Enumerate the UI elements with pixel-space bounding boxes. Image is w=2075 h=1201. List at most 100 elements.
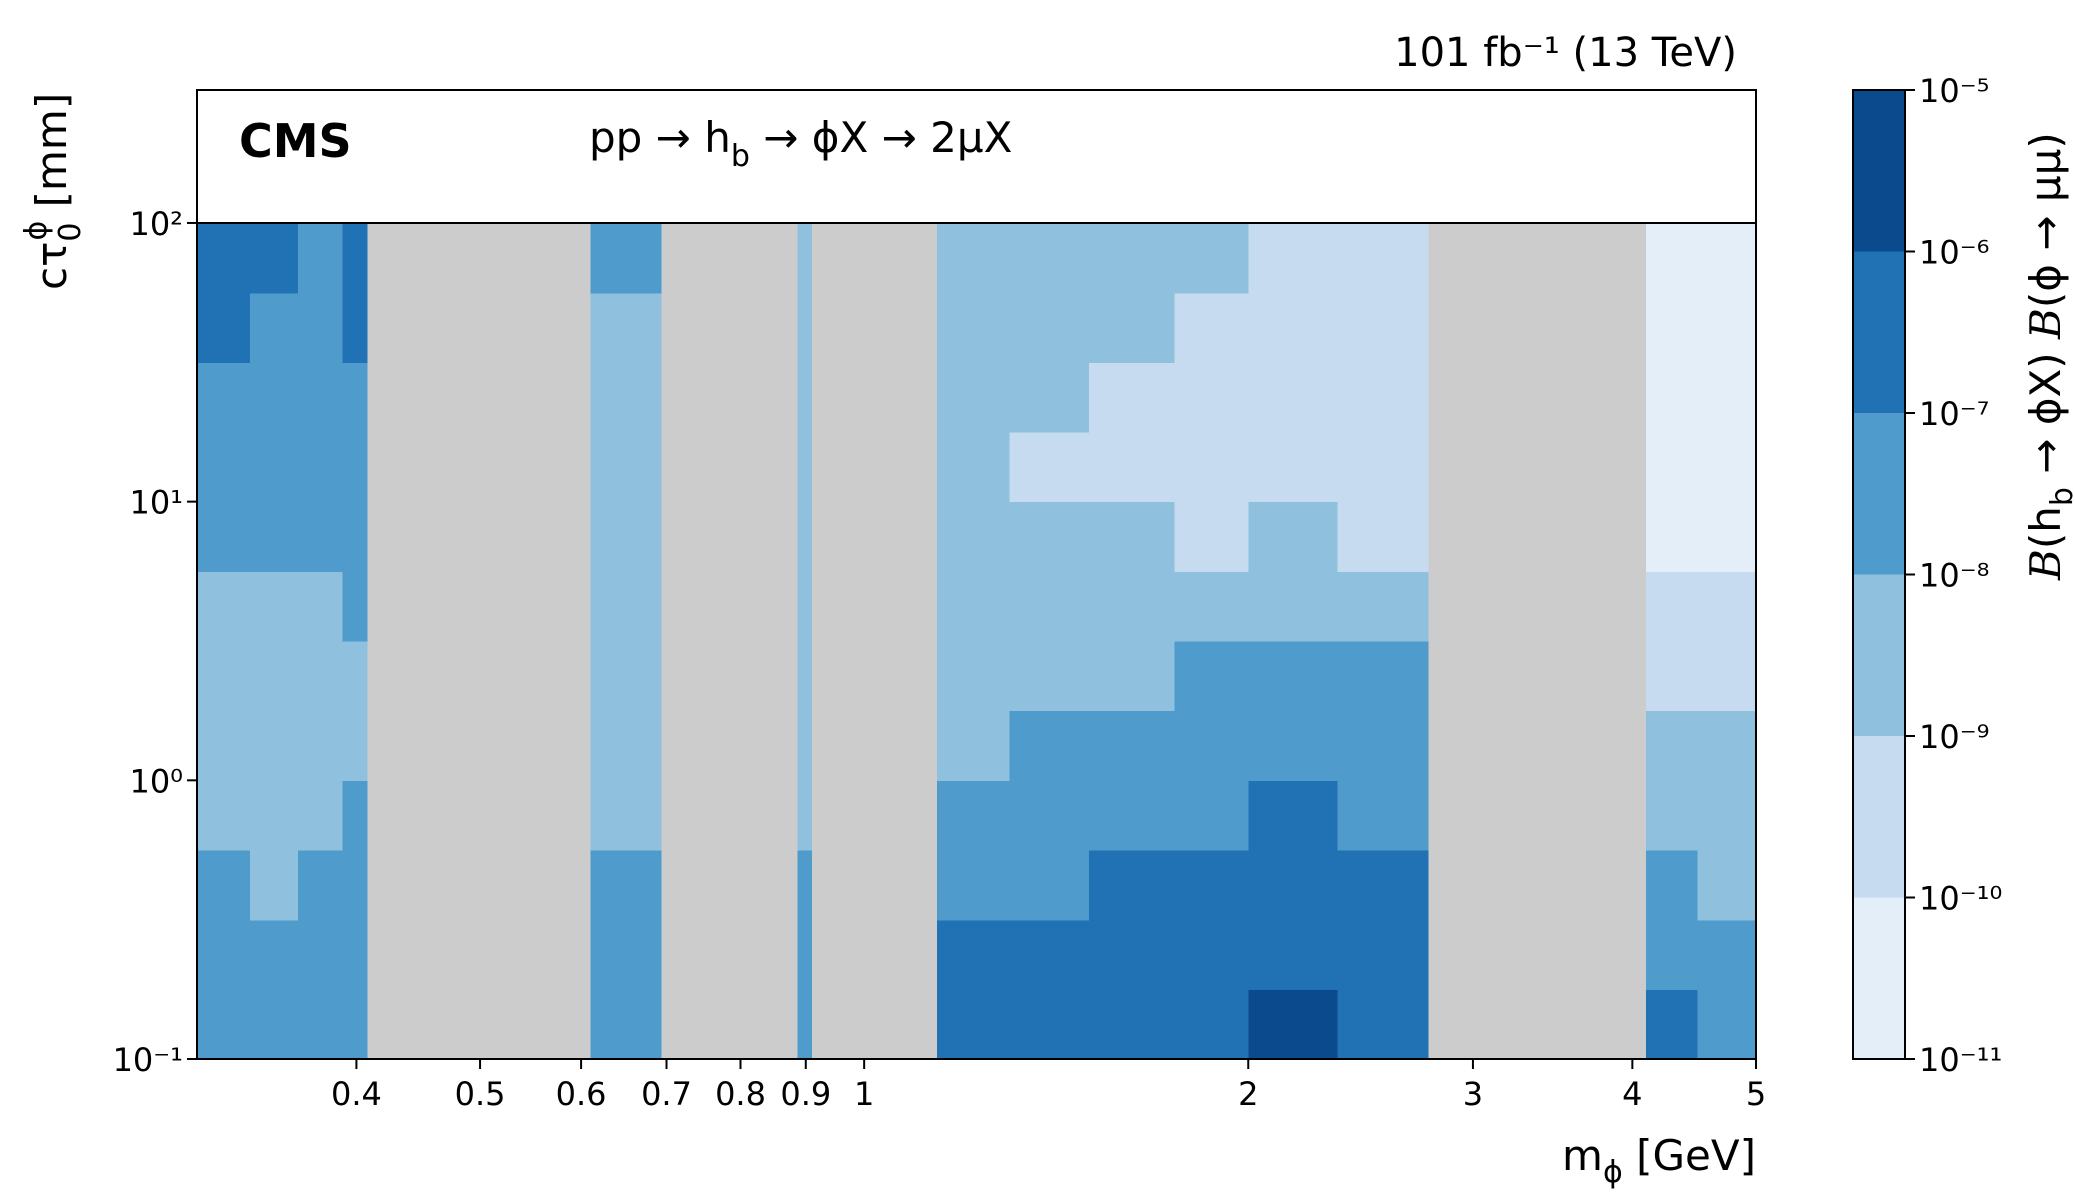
- masked-region: [661, 780, 799, 851]
- contour-cell: [1337, 780, 1430, 851]
- contour-cell: [342, 431, 368, 503]
- contour-cell: [1248, 919, 1339, 990]
- contour-cell: [1248, 222, 1339, 294]
- contour-cell: [625, 501, 663, 572]
- y-axis-label: cτ0ϕ [mm]: [19, 93, 88, 290]
- contour-cell: [1088, 710, 1175, 781]
- contour-cell: [197, 222, 251, 294]
- contour-cell: [1646, 641, 1699, 712]
- masked-region: [811, 222, 938, 294]
- contour-cell: [1174, 919, 1249, 990]
- process-label: pp → hb → ϕX → 2μX: [589, 113, 1012, 174]
- masked-region: [811, 431, 938, 503]
- masked-region: [367, 641, 591, 712]
- contour-cell: [1248, 780, 1339, 851]
- contour-cell: [1009, 919, 1090, 990]
- contour-cell: [1697, 989, 1757, 1060]
- colorbar-tick-label: 10⁻⁸: [1919, 557, 1989, 595]
- contour-cell: [298, 710, 343, 781]
- masked-region: [1428, 641, 1647, 712]
- contour-cell: [1248, 292, 1339, 363]
- contour-cell: [625, 222, 663, 294]
- contour-cell: [1009, 431, 1090, 503]
- colorbar-label-subscript: b: [2045, 487, 2075, 506]
- masked-region: [661, 919, 799, 990]
- colorbar-label-text: → ϕX): [2021, 339, 2070, 487]
- contour-cell: [590, 641, 627, 712]
- masked-region: [1428, 919, 1647, 990]
- contour-cell: [1009, 501, 1090, 572]
- contour-cell: [1088, 431, 1175, 503]
- masked-region: [1428, 989, 1647, 1060]
- contour-cell: [797, 222, 813, 294]
- contour-cell: [1088, 989, 1175, 1060]
- colorbar-tick-label: 10⁻⁷: [1919, 395, 1989, 433]
- y-label-superscript: ϕ: [19, 221, 54, 241]
- x-label-text: [GeV]: [1623, 1131, 1756, 1180]
- y-tick-label: 10²: [129, 205, 183, 243]
- contour-cell: [625, 919, 663, 990]
- contour-cell: [197, 501, 251, 572]
- contour-cell: [1174, 501, 1249, 572]
- contour-cell: [936, 989, 1011, 1060]
- contour-cell: [249, 362, 299, 433]
- x-tick-label: 4: [1622, 1075, 1642, 1113]
- contour-cell: [1174, 571, 1249, 642]
- contour-cell: [1337, 501, 1430, 572]
- y-label-text: [mm]: [27, 93, 76, 221]
- contour-cell: [625, 989, 663, 1060]
- contour-cell: [249, 989, 299, 1060]
- contour-cell: [590, 919, 627, 990]
- masked-region: [661, 989, 799, 1060]
- y-tick-label: 10⁰: [129, 762, 183, 800]
- colorbar-band: [1853, 413, 1905, 575]
- contour-cell: [1337, 989, 1430, 1060]
- contour-cell: [590, 710, 627, 781]
- masked-region: [367, 780, 591, 851]
- contour-cell: [797, 919, 813, 990]
- masked-region: [811, 780, 938, 851]
- contour-cell: [1337, 850, 1430, 921]
- contour-cell: [298, 292, 343, 363]
- masked-region: [1428, 780, 1647, 851]
- x-tick-label: 0.4: [331, 1075, 382, 1113]
- contour-cell: [249, 222, 299, 294]
- contour-cell: [1248, 641, 1339, 712]
- contour-cell: [298, 850, 343, 921]
- masked-region: [811, 710, 938, 781]
- colorbar-band: [1853, 736, 1905, 898]
- contour-cell: [1009, 571, 1090, 642]
- contour-cell: [797, 571, 813, 642]
- contour-cell: [1337, 919, 1430, 990]
- contour-cell: [1248, 431, 1339, 503]
- masked-region: [1428, 292, 1647, 363]
- colorbar-label-text: (h: [2021, 506, 2070, 549]
- contour-cell: [342, 919, 368, 990]
- masked-region: [1428, 710, 1647, 781]
- colorbar-tick-label: 10⁻⁹: [1919, 718, 1989, 756]
- masked-region: [661, 222, 799, 294]
- contour-cell: [1337, 431, 1430, 503]
- process-text: pp → h: [589, 113, 731, 162]
- contour-cell: [342, 641, 368, 712]
- contour-cell: [1646, 222, 1699, 294]
- colorbar-band: [1853, 574, 1905, 736]
- y-label-text: cτ: [27, 242, 76, 290]
- contour-cell: [797, 292, 813, 363]
- colorbar-label-text: B: [2021, 308, 2070, 340]
- contour-cell: [936, 501, 1011, 572]
- masked-region: [367, 989, 591, 1060]
- masked-region: [661, 850, 799, 921]
- contour-cell: [936, 641, 1011, 712]
- contour-cell: [1009, 641, 1090, 712]
- masked-region: [1428, 362, 1647, 433]
- x-tick-label: 3: [1463, 1075, 1483, 1113]
- masked-region: [367, 571, 591, 642]
- contour-cell: [1174, 641, 1249, 712]
- contour-cell: [936, 292, 1011, 363]
- process-subscript: b: [731, 139, 750, 174]
- masked-region: [661, 362, 799, 433]
- contour-cell: [1697, 850, 1757, 921]
- contour-cell: [1088, 501, 1175, 572]
- masked-region: [367, 710, 591, 781]
